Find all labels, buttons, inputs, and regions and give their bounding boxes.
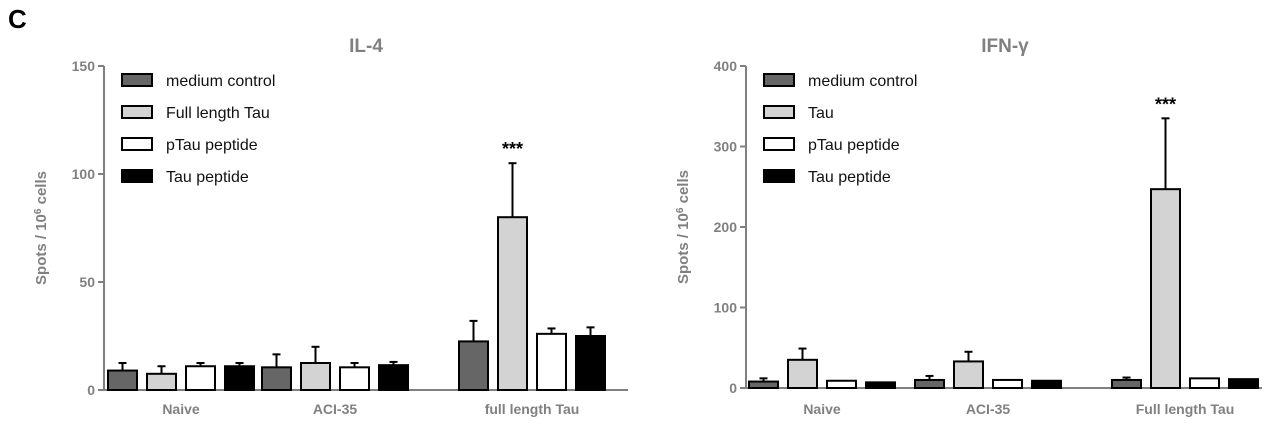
chart-1: IL-4 0 50 100 150 Spots / 106 cells Naive ACI-3… (33, 36, 628, 417)
bar (826, 379, 857, 390)
chart-2: IFN-γ 0 100 200 300 400 Spots / 106 cells Naive… (675, 36, 1262, 417)
y-tick-label: 150 (72, 58, 96, 74)
bar (146, 372, 177, 391)
y-tick-label: 0 (87, 382, 95, 398)
bar (914, 378, 945, 390)
y-tick-label: 200 (714, 219, 738, 235)
legend-swatch (121, 105, 153, 119)
legend-swatch (121, 73, 153, 87)
legend-swatch (121, 137, 153, 151)
legend-label: pTau peptide (166, 137, 258, 154)
legend-label: Tau peptide (808, 169, 891, 186)
bar (865, 381, 896, 389)
bar (497, 216, 528, 391)
legend-label: medium control (166, 73, 275, 90)
bar (1111, 378, 1142, 390)
chart-title: IL-4 (349, 36, 383, 57)
bar (224, 365, 255, 391)
significance-annotation: *** (1155, 94, 1176, 114)
significance-annotation: *** (502, 139, 523, 159)
bar (787, 358, 818, 390)
y-tick-label: 0 (729, 380, 737, 396)
bar (575, 335, 606, 391)
y-tick-label: 400 (714, 58, 738, 74)
bar (339, 366, 370, 392)
bar (1150, 188, 1181, 389)
x-tick-label: full length Tau (485, 401, 580, 417)
legend-label: pTau peptide (808, 137, 900, 154)
bar (107, 369, 138, 391)
bar (1228, 378, 1259, 389)
legend-label: Tau (808, 105, 834, 122)
x-tick-label: Full length Tau (1136, 401, 1235, 417)
legend-label: Full length Tau (166, 105, 270, 122)
x-tick-label: Naive (803, 401, 841, 417)
bar (953, 360, 984, 389)
y-axis-label: Spots / 106 cells (33, 171, 51, 285)
bar (300, 362, 331, 391)
bar (261, 366, 292, 392)
legend-swatch (121, 169, 153, 183)
y-tick-label: 100 (714, 300, 738, 316)
x-tick-label: ACI-35 (966, 401, 1011, 417)
bar (536, 332, 567, 391)
bar (1189, 377, 1220, 389)
legend-swatch (763, 73, 795, 87)
bar (992, 378, 1023, 390)
y-tick-label: 100 (72, 166, 96, 182)
y-tick-label: 300 (714, 139, 738, 155)
chart-title: IFN-γ (981, 36, 1029, 57)
legend-swatch (763, 105, 795, 119)
bar (748, 380, 779, 389)
legend-label: medium control (808, 73, 917, 90)
legend-swatch (763, 169, 795, 183)
legend-label: Tau peptide (166, 169, 249, 186)
x-tick-label: Naive (162, 401, 200, 417)
bar (378, 364, 409, 392)
x-tick-label: ACI-35 (313, 401, 358, 417)
bar (458, 340, 489, 391)
bar (1031, 379, 1062, 390)
panel-label: C (8, 4, 27, 34)
y-axis-label: Spots / 106 cells (675, 170, 693, 284)
bar (185, 365, 216, 391)
y-tick-label: 50 (79, 274, 95, 290)
legend-swatch (763, 137, 795, 151)
